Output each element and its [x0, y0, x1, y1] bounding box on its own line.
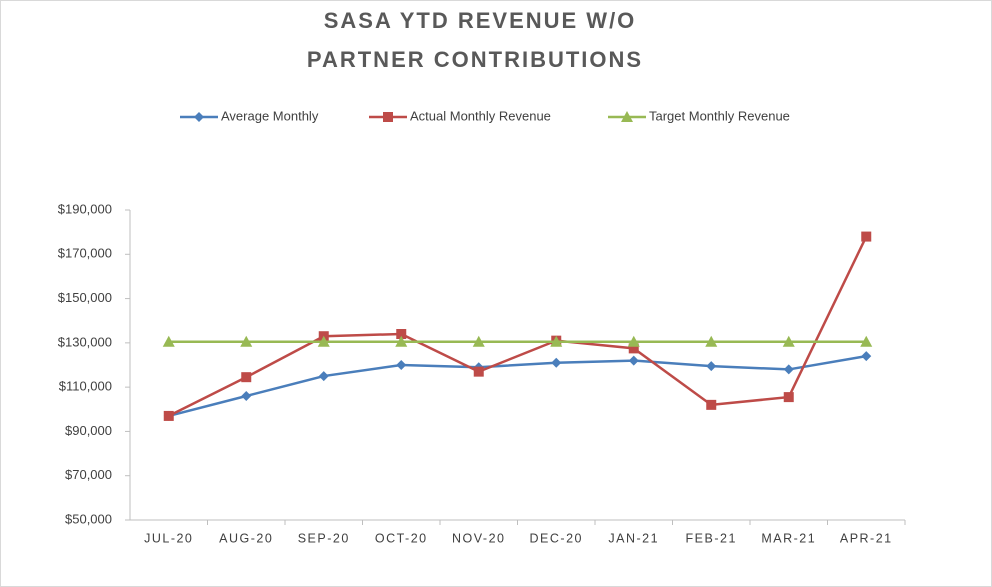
x-tick-label: JAN-21	[608, 531, 659, 545]
legend-label: Actual Monthly Revenue	[410, 108, 551, 123]
marker	[783, 364, 794, 375]
marker	[706, 361, 717, 372]
marker	[860, 335, 873, 347]
marker	[621, 111, 633, 122]
marker	[383, 112, 393, 122]
x-tick-label: DEC-20	[530, 531, 583, 545]
y-tick-label: $50,000	[65, 511, 112, 526]
marker	[395, 335, 408, 347]
marker	[163, 410, 174, 421]
marker	[705, 335, 718, 347]
x-tick-label: NOV-20	[452, 531, 505, 545]
marker	[194, 112, 204, 122]
y-tick-label: $170,000	[58, 246, 112, 261]
y-tick-label: $90,000	[65, 423, 112, 438]
legend-label: Target Monthly Revenue	[649, 108, 790, 123]
series-line	[168, 236, 868, 418]
marker	[240, 335, 253, 347]
marker	[317, 335, 330, 347]
y-tick-label: $130,000	[58, 334, 112, 349]
marker	[628, 355, 639, 366]
marker	[241, 391, 252, 401]
marker	[783, 392, 794, 403]
y-tick-label: $150,000	[58, 290, 112, 305]
marker	[473, 366, 484, 377]
chart-title: SASA YTD REVENUE W/O	[324, 8, 637, 33]
marker	[782, 335, 795, 347]
series-line	[168, 354, 867, 418]
x-tick-label: SEP-20	[298, 531, 350, 545]
y-tick-label: $190,000	[58, 201, 112, 216]
marker	[861, 351, 872, 362]
marker	[318, 371, 329, 382]
x-tick-label: FEB-21	[686, 531, 737, 545]
marker	[162, 335, 175, 347]
marker	[396, 329, 407, 339]
marker	[472, 335, 485, 347]
x-tick-label: AUG-20	[219, 531, 273, 545]
marker	[706, 399, 717, 410]
legend-label: Average Monthly	[221, 108, 319, 123]
x-tick-label: MAR-21	[761, 531, 816, 545]
y-tick-label: $110,000	[59, 379, 112, 394]
x-tick-label: JUL-20	[144, 531, 193, 545]
marker	[241, 372, 252, 383]
marker	[628, 343, 639, 354]
marker	[627, 335, 640, 347]
y-tick-label: $70,000	[65, 467, 112, 482]
marker	[396, 360, 407, 370]
chart-title: PARTNER CONTRIBUTIONS	[307, 47, 643, 72]
x-tick-label: APR-21	[840, 531, 893, 545]
marker	[550, 335, 563, 347]
marker	[861, 231, 872, 242]
marker	[551, 357, 562, 368]
x-tick-label: OCT-20	[375, 531, 428, 545]
